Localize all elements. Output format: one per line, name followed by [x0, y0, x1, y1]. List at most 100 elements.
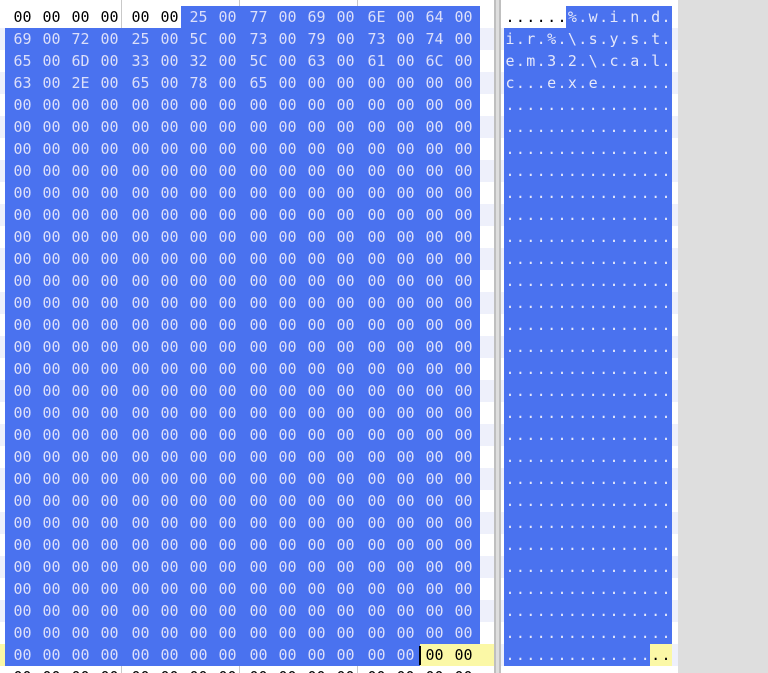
ascii-char-cell[interactable]: .	[640, 0, 650, 6]
hex-byte-cell[interactable]: 00	[244, 292, 273, 314]
ascii-char-cell[interactable]: .	[588, 0, 598, 6]
ascii-char-cell[interactable]: \	[588, 50, 599, 72]
hex-byte-cell[interactable]: 00	[273, 0, 302, 6]
ascii-row[interactable]: ................	[501, 468, 678, 490]
hex-byte-cell[interactable]: 00	[213, 314, 242, 336]
hex-byte-cell[interactable]: 65	[8, 50, 37, 72]
ascii-char-cell[interactable]: .	[650, 226, 661, 248]
hex-byte-cell[interactable]: 00	[449, 72, 478, 94]
hex-byte-cell[interactable]: 00	[331, 424, 360, 446]
hex-byte-cell[interactable]: 00	[244, 160, 273, 182]
hex-byte-cell[interactable]: 00	[184, 622, 213, 644]
hex-byte-cell[interactable]: 00	[126, 182, 155, 204]
hex-byte-cell[interactable]: 00	[391, 534, 420, 556]
hex-byte-cell[interactable]: 00	[244, 270, 273, 292]
ascii-char-cell[interactable]: .	[577, 94, 588, 116]
hex-byte-cell[interactable]: 00	[273, 534, 302, 556]
ascii-char-cell[interactable]: .	[598, 644, 609, 666]
hex-byte-cell[interactable]: 00	[37, 50, 66, 72]
hex-byte-cell[interactable]: 00	[391, 204, 420, 226]
ascii-char-cell[interactable]: .	[577, 50, 588, 72]
hex-byte-cell[interactable]: 00	[449, 94, 478, 116]
ascii-char-cell[interactable]: .	[505, 556, 515, 578]
ascii-char-cell[interactable]: .	[629, 358, 640, 380]
ascii-char-cell[interactable]: .	[661, 160, 671, 182]
ascii-char-cell[interactable]: .	[577, 138, 588, 160]
ascii-char-cell[interactable]: .	[609, 468, 619, 490]
ascii-char-cell[interactable]: .	[651, 666, 661, 673]
hex-byte-cell[interactable]: 00	[8, 336, 37, 358]
ascii-char-cell[interactable]: .	[525, 402, 536, 424]
hex-byte-cell[interactable]: 00	[302, 358, 331, 380]
ascii-char-cell[interactable]: .	[577, 512, 588, 534]
ascii-char-cell[interactable]: .	[599, 666, 609, 673]
ascii-char-cell[interactable]: .	[505, 424, 515, 446]
ascii-char-cell[interactable]: .	[609, 292, 619, 314]
hex-byte-cell[interactable]: 00	[213, 336, 242, 358]
ascii-char-cell[interactable]: .	[567, 116, 578, 138]
ascii-char-cell[interactable]: .	[567, 490, 578, 512]
ascii-char-cell[interactable]: .	[557, 182, 567, 204]
ascii-char-cell[interactable]: .	[619, 204, 630, 226]
ascii-char-cell[interactable]: .	[640, 600, 651, 622]
ascii-char-cell[interactable]: .	[619, 556, 630, 578]
hex-byte-cell[interactable]: 00	[420, 72, 449, 94]
hex-byte-cell[interactable]: 00	[184, 424, 213, 446]
ascii-char-cell[interactable]: .	[557, 336, 567, 358]
ascii-char-cell[interactable]: .	[619, 182, 630, 204]
ascii-char-cell[interactable]: .	[525, 622, 536, 644]
hex-byte-cell[interactable]: 00	[184, 578, 213, 600]
hex-byte-cell[interactable]: 00	[420, 622, 449, 644]
hex-byte-cell[interactable]: 00	[66, 424, 95, 446]
ascii-char-cell[interactable]: .	[577, 446, 588, 468]
hex-byte-cell[interactable]: 00	[273, 468, 302, 490]
ascii-char-cell[interactable]: .	[546, 204, 557, 226]
ascii-row[interactable]: ................	[501, 556, 678, 578]
ascii-char-cell[interactable]: .	[515, 50, 526, 72]
hex-byte-cell[interactable]: 00	[95, 446, 124, 468]
ascii-char-cell[interactable]: .	[661, 424, 671, 446]
hex-byte-cell[interactable]: 00	[273, 6, 302, 28]
ascii-char-cell[interactable]: .	[609, 94, 619, 116]
hex-byte-cell[interactable]: 00	[362, 0, 391, 6]
hex-byte-cell[interactable]: 00	[155, 644, 184, 666]
ascii-char-cell[interactable]: .	[609, 622, 619, 644]
ascii-char-cell[interactable]: .	[567, 556, 578, 578]
hex-byte-cell[interactable]: 00	[449, 468, 478, 490]
hex-byte-cell[interactable]: 00	[273, 292, 302, 314]
hex-byte-cell[interactable]: 00	[213, 402, 242, 424]
ascii-text-panel[interactable]: ......................%.w.i.n.d.i.r.%.\.…	[501, 0, 678, 673]
ascii-char-cell[interactable]: .	[525, 578, 536, 600]
ascii-char-cell[interactable]: .	[577, 534, 588, 556]
ascii-char-cell[interactable]: .	[505, 380, 515, 402]
ascii-row[interactable]: c...e.x.e.......	[501, 72, 678, 94]
ascii-char-cell[interactable]: i	[505, 28, 515, 50]
hex-byte-cell[interactable]: 00	[184, 336, 213, 358]
hex-byte-cell[interactable]: 00	[95, 72, 124, 94]
hex-byte-cell[interactable]: 69	[8, 28, 37, 50]
hex-byte-cell[interactable]: 00	[420, 292, 449, 314]
ascii-char-cell[interactable]: .	[609, 666, 619, 673]
hex-byte-cell[interactable]: 00	[302, 490, 331, 512]
hex-byte-cell[interactable]: 00	[244, 226, 273, 248]
hex-byte-cell[interactable]: 00	[184, 248, 213, 270]
ascii-char-cell[interactable]: .	[619, 644, 630, 666]
ascii-char-cell[interactable]: .	[629, 138, 640, 160]
ascii-char-cell[interactable]: .	[650, 116, 661, 138]
ascii-char-cell[interactable]: .	[536, 8, 546, 26]
ascii-char-cell[interactable]: .	[505, 446, 515, 468]
hex-byte-cell[interactable]: 00	[66, 644, 95, 666]
ascii-char-cell[interactable]: .	[629, 94, 640, 116]
hex-byte-cell[interactable]: 00	[331, 226, 360, 248]
ascii-char-cell[interactable]: .	[588, 600, 599, 622]
hex-byte-cell[interactable]: 00	[391, 666, 420, 673]
ascii-char-cell[interactable]: .	[505, 468, 515, 490]
hex-byte-cell[interactable]: 00	[95, 666, 124, 673]
hex-byte-cell[interactable]: 00	[449, 0, 478, 6]
ascii-char-cell[interactable]: .	[546, 226, 557, 248]
hex-byte-cell[interactable]: 00	[244, 556, 273, 578]
